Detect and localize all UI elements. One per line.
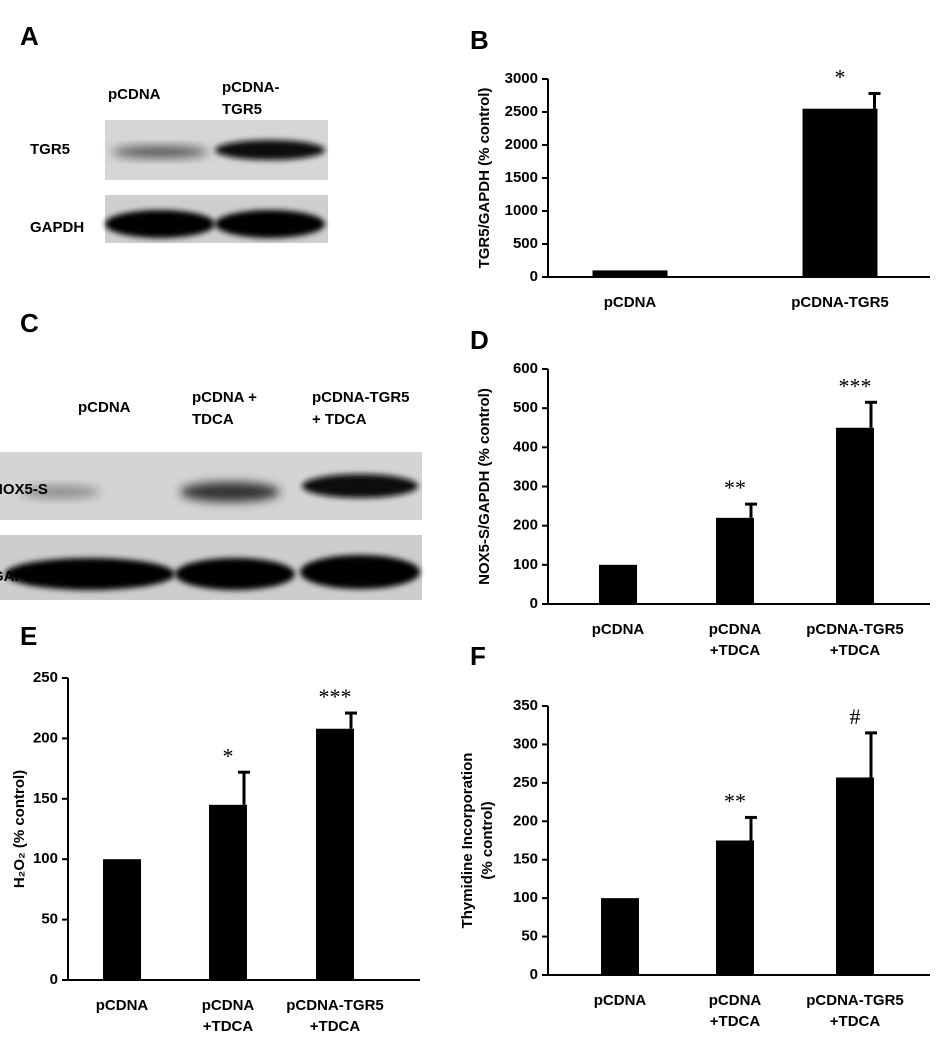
error-bar [865,400,877,428]
panel-letter: C [20,308,39,338]
y-tick-label: 0 [530,268,538,285]
panel-letter: E [20,621,37,651]
annotation: ** [724,475,746,500]
bar [209,804,247,980]
blot-image [105,120,328,243]
x-tick-label: pCDNA [592,621,645,638]
y-tick-label: 200 [513,517,538,534]
y-tick-label: 150 [513,851,538,868]
y-tick-label: 500 [513,399,538,416]
annotation: *** [319,684,352,709]
y-tick-label: 300 [513,735,538,752]
x-tick-label: +TDCA [710,1013,761,1030]
bar [802,108,878,277]
row-label: GAPDH [30,219,84,236]
y-axis-label: H₂O₂ (% control) [11,770,28,888]
x-tick-label: pCDNA-TGR5 [806,992,904,1009]
annotation: ** [724,788,746,813]
error-bar [865,731,877,778]
y-tick-label: 0 [530,595,538,612]
lane-label: pCDNA [78,399,131,416]
error-bar [868,92,881,109]
y-tick-label: 100 [33,850,58,867]
annotation: * [835,65,846,90]
x-tick-label: +TDCA [830,1013,881,1030]
bar [316,728,354,980]
y-axis-label: (% control) [479,801,496,879]
lane-label: TGR5 [222,101,262,118]
annotation: *** [839,373,872,398]
x-tick-label: pCDNA [594,992,647,1009]
y-tick-label: 200 [33,729,58,746]
x-tick-label: pCDNA-TGR5 [806,621,904,638]
panel-letter: F [470,641,486,671]
panel-letter: D [470,325,489,355]
lane-label: pCDNA- [222,79,280,96]
bar [716,517,754,604]
error-bar [745,502,757,518]
x-tick-label: pCDNA [202,997,255,1014]
bar [601,898,639,975]
lane-label: pCDNA [108,86,161,103]
y-tick-label: 150 [33,790,58,807]
y-tick-label: 3000 [505,70,538,87]
bar [592,270,668,277]
y-tick-label: 200 [513,812,538,829]
y-axis-label: NOX5-S/GAPDH (% control) [476,388,493,585]
y-tick-label: 1000 [505,202,538,219]
error-bar [345,711,357,729]
x-tick-label: pCDNA-TGR5 [791,294,889,311]
y-tick-label: 50 [521,928,538,945]
panel-letter: A [20,21,39,51]
y-tick-label: 0 [50,971,58,988]
y-tick-label: 100 [513,889,538,906]
x-tick-label: +TDCA [203,1018,254,1035]
y-tick-label: 100 [513,556,538,573]
panel-letter: B [470,25,489,55]
y-axis-label: Thymidine Incorporation [459,753,476,929]
x-tick-label: pCDNA [604,294,657,311]
lane-label: pCDNA-TGR5 [312,389,410,406]
lane-label: pCDNA + [192,389,257,406]
y-tick-label: 250 [33,669,58,686]
blot-image [0,452,422,600]
y-tick-label: 250 [513,774,538,791]
y-tick-label: 400 [513,438,538,455]
x-tick-label: +TDCA [310,1018,361,1035]
x-tick-label: pCDNA [96,997,149,1014]
annotation: # [850,704,861,729]
bar [599,564,637,604]
y-tick-label: 2500 [505,103,538,120]
y-tick-label: 300 [513,477,538,494]
row-label: GAPDH [0,568,46,585]
y-tick-label: 1500 [505,169,538,186]
row-label: NOX5-S [0,481,48,498]
y-tick-label: 600 [513,360,538,377]
bar [103,859,141,980]
x-tick-label: pCDNA [709,621,762,638]
x-tick-label: +TDCA [830,642,881,659]
annotation: * [223,743,234,768]
lane-label: TDCA [192,411,234,428]
bar [836,427,874,604]
bar [716,840,754,975]
y-tick-label: 2000 [505,136,538,153]
error-bar [238,770,250,805]
y-tick-label: 50 [41,911,58,928]
y-tick-label: 0 [530,966,538,983]
bar [836,777,874,975]
y-axis-label: TGR5/GAPDH (% control) [476,88,493,269]
y-tick-label: 500 [513,235,538,252]
y-tick-label: 350 [513,697,538,714]
x-tick-label: +TDCA [710,642,761,659]
row-label: TGR5 [30,141,70,158]
error-bar [745,815,757,841]
x-tick-label: pCDNA [709,992,762,1009]
lane-label: + TDCA [312,411,367,428]
x-tick-label: pCDNA-TGR5 [286,997,384,1014]
